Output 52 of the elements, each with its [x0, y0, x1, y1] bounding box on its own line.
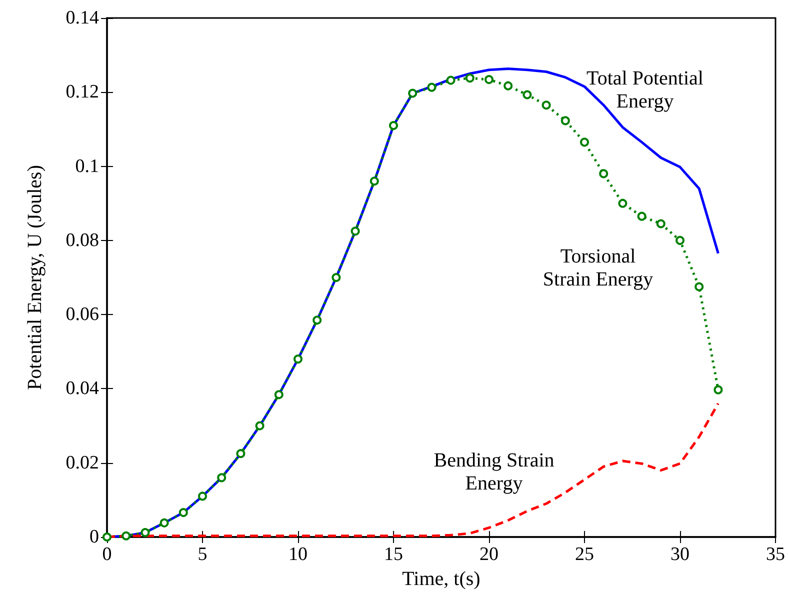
- x-axis-title: Time, t(s): [402, 568, 480, 590]
- point: [140, 528, 150, 538]
- y-tick-label: 0.12: [66, 82, 99, 103]
- y-tick-label: 0.02: [66, 452, 99, 474]
- point: [580, 138, 589, 147]
- y-tick-label: 0.08: [66, 230, 99, 251]
- y-tick-label: 0.1: [75, 156, 99, 177]
- point: [198, 492, 207, 501]
- x-tick-label: 25: [575, 544, 594, 565]
- point: [294, 354, 302, 364]
- point: [504, 81, 513, 90]
- x-tick-label: 5: [198, 544, 208, 565]
- x-tick-label: 20: [480, 544, 498, 565]
- point: [637, 212, 646, 221]
- series-label: Torsional Strain Energy: [542, 246, 654, 290]
- point: [370, 176, 379, 186]
- point: [694, 282, 704, 292]
- point: [122, 531, 131, 540]
- point: [618, 198, 628, 208]
- point: [312, 316, 322, 325]
- x-tick-label: 15: [384, 544, 403, 565]
- point: [255, 421, 264, 430]
- point: [446, 76, 456, 85]
- point: [714, 385, 723, 394]
- point: [350, 226, 360, 236]
- point: [332, 273, 341, 282]
- point: [522, 90, 532, 100]
- point: [236, 449, 246, 458]
- point: [160, 518, 169, 528]
- point: [560, 116, 570, 126]
- point: [217, 473, 226, 482]
- x-tick-label: 35: [766, 544, 785, 565]
- point: [178, 508, 188, 518]
- series-label: Bending Strain Energy: [434, 450, 554, 494]
- point: [465, 74, 474, 83]
- point: [274, 390, 284, 400]
- y-tick-label: 0.14: [66, 8, 100, 28]
- series-label: Total Potential Energy: [586, 68, 704, 112]
- point: [542, 100, 551, 110]
- point: [484, 75, 494, 84]
- point: [676, 236, 684, 245]
- point: [389, 121, 398, 130]
- point: [427, 82, 436, 92]
- y-axis-title: Potential Energy, U (Joules): [24, 165, 46, 390]
- point: [599, 169, 608, 178]
- point: [656, 219, 666, 228]
- y-tick-label: 0.04: [66, 378, 100, 400]
- y-tick-label: 0.06: [66, 304, 99, 326]
- point: [408, 88, 418, 98]
- x-tick-label: 30: [670, 544, 690, 565]
- y-tick-label: 0: [90, 526, 99, 548]
- x-tick-label: 10: [288, 544, 308, 565]
